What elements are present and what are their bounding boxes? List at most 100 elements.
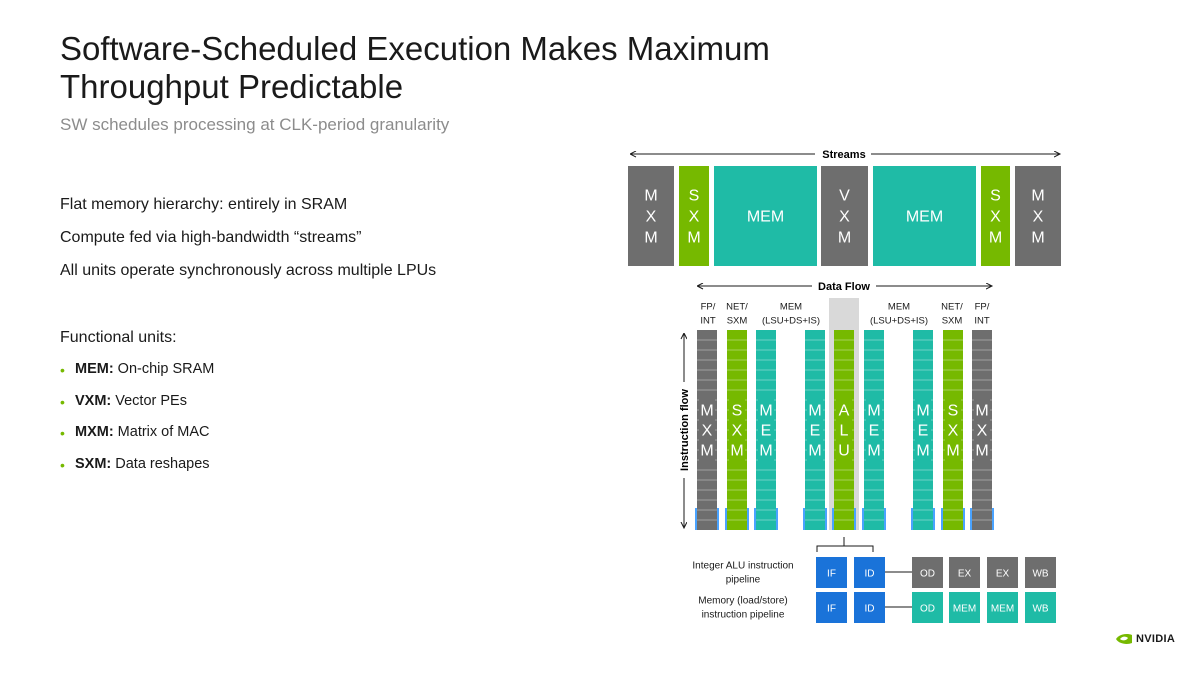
stream-unit-label-line: X bbox=[689, 209, 700, 226]
column-label-line: E bbox=[918, 423, 929, 440]
data-flow-label: Data Flow bbox=[818, 281, 870, 293]
pipeline-stage bbox=[912, 557, 943, 588]
stream-unit-block bbox=[821, 166, 868, 266]
column-header-line: INT bbox=[974, 315, 990, 326]
column-header-line: INT bbox=[700, 315, 716, 326]
pipeline-stage-label: ID bbox=[865, 569, 875, 580]
column-label-line: X bbox=[732, 423, 743, 440]
feature-list: Flat memory hierarchy: entirely in SRAM … bbox=[60, 196, 436, 295]
pipeline-label-line: Integer ALU instruction bbox=[692, 561, 793, 572]
feature-item: All units operate synchronously across m… bbox=[60, 262, 437, 279]
bullet-icon: • bbox=[60, 456, 65, 473]
column-header: FP/INT bbox=[700, 301, 716, 326]
stream-unit-label-line: M bbox=[644, 188, 657, 205]
pipeline-stage-label: OD bbox=[920, 604, 935, 615]
list-item: • VXM: Vector PEs bbox=[60, 393, 214, 425]
column-edge bbox=[884, 508, 886, 530]
stream-unit-block bbox=[628, 166, 674, 266]
column-label-line: M bbox=[808, 403, 821, 420]
column-label-line: M bbox=[867, 443, 880, 460]
list-item: • MEM: On-chip SRAM bbox=[60, 361, 214, 393]
column-edge bbox=[717, 508, 719, 530]
functional-units-list: • MEM: On-chip SRAM • VXM: Vector PEs • MXM: M… bbox=[60, 361, 214, 487]
column-edge bbox=[970, 508, 972, 530]
column-edge bbox=[725, 508, 727, 530]
column-label-line: U bbox=[838, 443, 850, 460]
stream-unit-label-line: M bbox=[687, 230, 700, 247]
column-edge bbox=[941, 508, 943, 530]
functional-units-title: Functional units: bbox=[60, 329, 177, 346]
stream-unit-label-line: MEM bbox=[906, 209, 943, 226]
pipeline-stage-label: WB bbox=[1032, 604, 1048, 615]
stream-unit-label-line: M bbox=[1031, 188, 1044, 205]
column-edge bbox=[776, 508, 778, 530]
slide-subtitle: SW schedules processing at CLK-period gr… bbox=[60, 115, 450, 134]
pipeline-stage bbox=[912, 592, 943, 623]
pipeline-label-line: Memory (load/store) bbox=[698, 596, 787, 607]
stream-unit-block bbox=[714, 166, 817, 266]
stream-unit-label-line: X bbox=[646, 209, 657, 226]
column-label-line: E bbox=[810, 423, 821, 440]
stream-unit-label-line: X bbox=[839, 209, 850, 226]
column-edge bbox=[911, 508, 913, 530]
feature-item: Flat memory hierarchy: entirely in SRAM bbox=[60, 196, 348, 213]
pipeline-stage bbox=[854, 557, 885, 588]
column-label-line: S bbox=[948, 403, 959, 420]
column-header-line: NET/ bbox=[941, 301, 963, 312]
column-edge bbox=[854, 508, 856, 530]
streams-label: Streams bbox=[822, 149, 865, 161]
pipeline-stage bbox=[949, 592, 980, 623]
functional-columns: M X MS X MM E MM E MA L UM E MM E MS X MM X M bbox=[695, 298, 994, 530]
stream-unit-label-line: M bbox=[644, 230, 657, 247]
stream-unit-block bbox=[679, 166, 709, 266]
column-label-line: M bbox=[730, 443, 743, 460]
data-flow-label-bg bbox=[812, 278, 876, 294]
column-header-line: FP/ bbox=[975, 301, 990, 312]
unit-term: MEM: bbox=[75, 361, 114, 377]
column-label-bg bbox=[915, 392, 931, 466]
unit-desc: Data reshapes bbox=[115, 455, 210, 472]
bullet-icon: • bbox=[60, 425, 65, 441]
feature-item: Compute fed via high-bandwidth “streams” bbox=[60, 229, 362, 246]
column-edge bbox=[862, 508, 864, 530]
column-label-line: M bbox=[700, 443, 713, 460]
stream-unit-label-line: M bbox=[1031, 230, 1044, 247]
stream-unit-label: MEM bbox=[747, 209, 784, 226]
column-header: MEM (LSU+DS+IS) bbox=[870, 301, 928, 326]
column-header-line: (LSU+DS+IS) bbox=[870, 315, 928, 326]
column-label-line: M bbox=[975, 403, 988, 420]
column-header-line: FP/ bbox=[701, 301, 716, 312]
instruction-flow-label: Instruction flow bbox=[679, 389, 691, 471]
pipeline-label: Memory (load/store) instruction pipeline bbox=[698, 596, 787, 621]
column-label-bg bbox=[974, 392, 990, 466]
stream-unit-label: MEM bbox=[906, 209, 943, 226]
pipeline-stage-label: WB bbox=[1032, 569, 1048, 580]
column-label-bg bbox=[866, 392, 882, 466]
column-header-line: MEM bbox=[780, 301, 802, 312]
column-label-line: E bbox=[869, 423, 880, 440]
column-header: FP/INT bbox=[974, 301, 990, 326]
column-header-line: SXM bbox=[942, 315, 963, 326]
column-label-line: M bbox=[916, 403, 929, 420]
unit-desc: Matrix of MAC bbox=[117, 424, 210, 440]
nvidia-logo-text: NVIDIA bbox=[1136, 633, 1176, 645]
column-label-bg bbox=[729, 392, 745, 466]
column-edge bbox=[803, 508, 805, 530]
column-edge bbox=[992, 508, 994, 530]
unit-desc: Vector PEs bbox=[115, 392, 187, 409]
column-edge bbox=[695, 508, 697, 530]
column-label-bg bbox=[836, 392, 852, 466]
pipeline-stage bbox=[987, 557, 1018, 588]
column-label-line: X bbox=[977, 423, 988, 440]
